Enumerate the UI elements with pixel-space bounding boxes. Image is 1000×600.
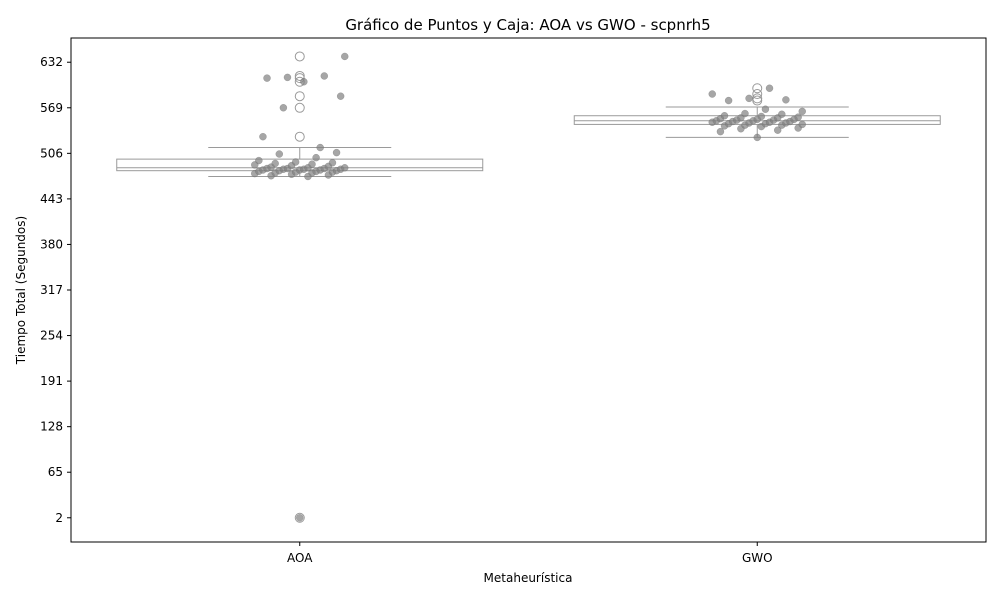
y-tick-label: 317 (40, 283, 63, 297)
points-gwo (708, 84, 806, 142)
data-point (757, 112, 766, 121)
data-point (283, 73, 292, 82)
data-point (798, 107, 806, 116)
data-point (263, 74, 271, 82)
data-point (328, 158, 337, 167)
data-point (259, 132, 267, 141)
data-point (765, 84, 774, 93)
chart-title: Gráfico de Puntos y Caja: AOA vs GWO - s… (345, 16, 710, 34)
data-point (332, 148, 341, 157)
data-point (320, 72, 329, 80)
data-point (798, 120, 806, 129)
outlier-marker (294, 70, 305, 81)
data-point (275, 150, 284, 158)
data-point (296, 514, 304, 522)
data-point (794, 113, 802, 121)
y-tick-label: 65 (48, 465, 63, 479)
outlier-marker (294, 51, 305, 62)
data-point (716, 127, 725, 136)
data-point (271, 159, 279, 168)
data-point (316, 143, 324, 152)
y-tick-label: 632 (40, 55, 63, 69)
plot-area (116, 51, 941, 523)
outlier-marker (294, 131, 305, 142)
box-aoa (116, 51, 484, 523)
y-tick-label: 128 (40, 420, 63, 434)
outlier-marker (294, 91, 305, 102)
plot-frame (70, 37, 987, 543)
data-point (782, 96, 790, 104)
data-point (708, 90, 716, 98)
data-point (308, 160, 316, 168)
data-point (773, 126, 782, 134)
data-point (312, 153, 320, 162)
y-tick-label: 506 (40, 146, 63, 160)
data-point (336, 92, 345, 100)
y-tick-label: 191 (40, 374, 63, 388)
data-point (720, 111, 729, 120)
data-point (724, 96, 733, 105)
x-tick-label: AOA (287, 551, 313, 565)
outlier-marker (294, 512, 305, 523)
y-axis-label: Tiempo Total (Segundos) (14, 216, 28, 365)
data-point (778, 110, 786, 119)
y-tick-label: 443 (40, 192, 63, 206)
y-axis: 2 65 128 191 254 317 380 443 506 569 632 (40, 55, 71, 525)
y-tick-label: 380 (40, 237, 63, 251)
data-point (341, 52, 349, 61)
y-tick-label: 254 (40, 329, 63, 343)
box-gwo (573, 83, 941, 138)
data-point (255, 156, 263, 165)
data-point (761, 105, 770, 113)
data-point (341, 164, 349, 172)
data-point (279, 104, 288, 112)
y-tick-label: 569 (40, 101, 63, 115)
x-tick-label: GWO (742, 551, 773, 565)
outlier-marker (752, 83, 763, 94)
data-point (741, 109, 749, 118)
x-axis-label: Metaheurística (484, 571, 573, 585)
outlier-marker (294, 102, 305, 113)
points-aoa (251, 52, 349, 522)
data-point (745, 94, 753, 103)
outlier-marker (752, 89, 763, 100)
x-axis: AOA GWO (287, 542, 773, 565)
data-point (753, 133, 761, 142)
data-point (300, 77, 308, 86)
y-tick-label: 2 (55, 511, 63, 525)
data-point (291, 158, 300, 166)
